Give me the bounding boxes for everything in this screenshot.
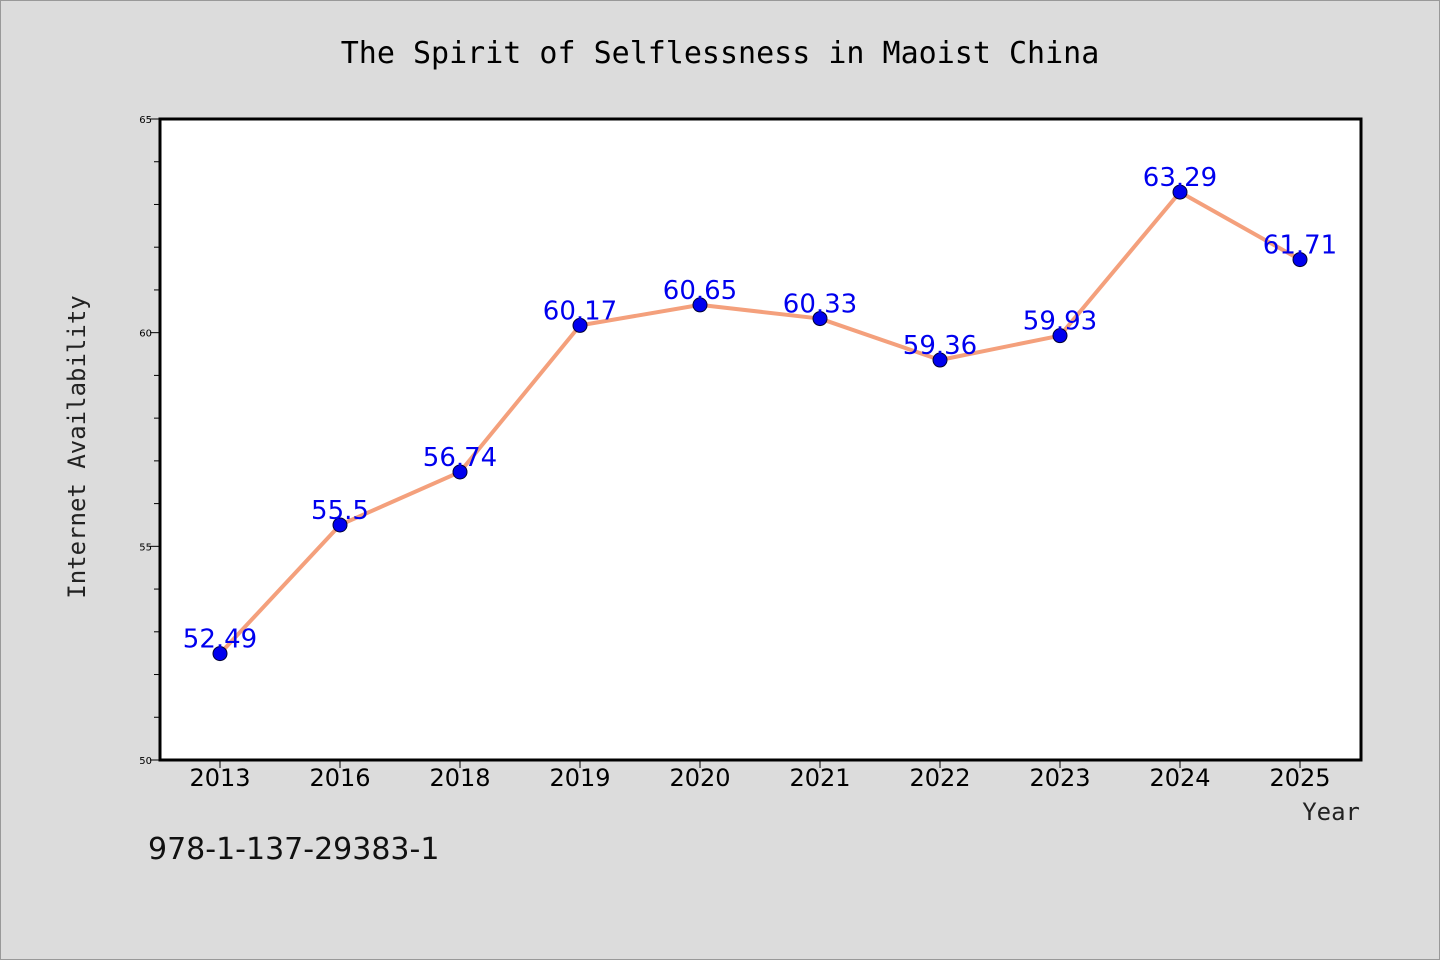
x-axis-label: Year bbox=[1302, 798, 1360, 826]
x-tick-label: 2021 bbox=[789, 764, 850, 792]
y-axis-label: Internet Availability bbox=[63, 295, 91, 598]
isbn-text: 978-1-137-29383-1 bbox=[148, 832, 440, 867]
data-label: 60.65 bbox=[663, 276, 737, 306]
data-point bbox=[332, 517, 348, 533]
data-point bbox=[572, 317, 588, 333]
data-label: 56.74 bbox=[423, 443, 497, 473]
x-tick-label: 2022 bbox=[909, 764, 970, 792]
data-label: 61.71 bbox=[1263, 231, 1337, 261]
data-point bbox=[1052, 328, 1068, 344]
data-point bbox=[932, 352, 948, 368]
data-label: 52.49 bbox=[183, 625, 257, 655]
x-tick-label: 2018 bbox=[429, 764, 490, 792]
data-point bbox=[692, 297, 708, 313]
data-label: 60.17 bbox=[543, 296, 617, 326]
x-axis: 2013 2016 2018 2019 2020 2021 2022 2023 2024 2025 bbox=[189, 760, 1331, 792]
series-line bbox=[218, 190, 1302, 656]
data-label: 63.29 bbox=[1143, 163, 1217, 193]
data-label: 55.5 bbox=[311, 496, 369, 526]
data-point bbox=[1172, 184, 1188, 200]
x-tick-label: 2025 bbox=[1269, 764, 1330, 792]
data-label: 59.93 bbox=[1023, 307, 1097, 337]
y-axis: 50 55 60 65 bbox=[139, 115, 160, 767]
y-tick-label: 55 bbox=[139, 542, 152, 553]
y-tick-label: 65 bbox=[139, 115, 152, 126]
chart-title: The Spirit of Selflessness in Maoist Chi… bbox=[341, 36, 1100, 71]
x-tick-label: 2019 bbox=[549, 764, 610, 792]
x-tick-label: 2016 bbox=[309, 764, 370, 792]
plot-border bbox=[158, 117, 1363, 762]
x-tick-label: 2023 bbox=[1029, 764, 1090, 792]
data-point bbox=[1292, 252, 1308, 268]
y-tick-label: 50 bbox=[139, 756, 152, 767]
data-point bbox=[812, 311, 828, 327]
data-labels: 52.49 55.5 56.74 60.17 60.65 60.33 59.36 59.93 6… bbox=[183, 163, 1337, 655]
plot-area bbox=[160, 119, 1361, 760]
x-tick-label: 2024 bbox=[1149, 764, 1210, 792]
data-markers bbox=[212, 184, 1308, 662]
x-tick-label: 2020 bbox=[669, 764, 730, 792]
data-label: 60.33 bbox=[783, 290, 857, 320]
y-tick-label: 60 bbox=[139, 329, 152, 340]
data-point bbox=[452, 464, 468, 480]
x-tick-label: 2013 bbox=[189, 764, 250, 792]
data-point bbox=[212, 646, 228, 662]
data-label: 59.36 bbox=[903, 331, 977, 361]
